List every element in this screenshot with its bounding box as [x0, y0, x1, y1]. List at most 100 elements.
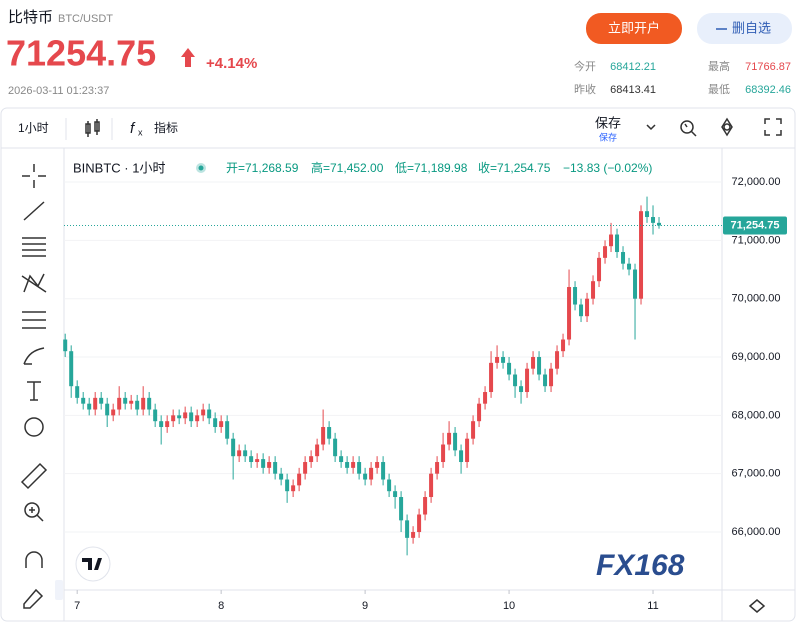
zoom-tool[interactable]	[24, 502, 40, 518]
candle-body	[99, 397, 104, 404]
crosshair-tool[interactable]	[22, 164, 46, 188]
candle-body	[549, 368, 554, 387]
remove-watch-button[interactable]	[697, 13, 792, 44]
lock-tool[interactable]	[23, 588, 44, 609]
stat-label: 昨收	[574, 82, 596, 96]
change: +4.14%	[206, 55, 257, 72]
candle-body	[261, 459, 266, 468]
candle-body	[453, 432, 458, 451]
open-account-label: 立即开户	[608, 20, 660, 35]
candle-body	[207, 409, 212, 419]
candle-body	[399, 497, 404, 521]
x-tick-label: 7	[74, 600, 80, 612]
save-dropdown[interactable]	[646, 124, 656, 131]
candle-body	[645, 211, 650, 218]
candle-body	[633, 269, 638, 299]
stat-label: 最低	[708, 83, 730, 96]
text-tool[interactable]	[27, 381, 41, 401]
candle-body	[537, 357, 542, 375]
candle-body	[177, 415, 182, 419]
y-tick-label: 71,000.00	[732, 234, 781, 246]
candle-body	[387, 479, 392, 492]
candle-body	[165, 421, 170, 428]
candle-body	[63, 339, 68, 352]
candle-body	[183, 412, 188, 419]
candle-body	[405, 520, 410, 538]
emoji-tool[interactable]	[24, 417, 44, 437]
candle-body	[225, 421, 230, 439]
x-tick-label: 8	[218, 600, 224, 612]
candle-body	[561, 339, 566, 352]
candle-body	[657, 222, 662, 226]
candle-body	[135, 400, 140, 410]
save-button[interactable]: 保存	[595, 115, 621, 130]
candle-body	[531, 357, 536, 369]
candle-body	[339, 456, 344, 463]
candle-body	[393, 491, 398, 498]
save-sub: 保存	[599, 131, 617, 142]
coin-name: 比特币	[8, 9, 53, 26]
fullscreen-icon[interactable]	[764, 118, 782, 136]
candle-body	[285, 479, 290, 492]
stat-label: 最高	[708, 59, 730, 73]
y-tick-label: 69,000.00	[732, 351, 781, 363]
quick-search-icon[interactable]	[680, 120, 697, 137]
interval-button[interactable]: 1小时	[18, 121, 49, 135]
indicators-button[interactable]: 指标	[154, 120, 178, 135]
candle-body	[369, 467, 374, 480]
candle-body	[357, 462, 362, 474]
candle-body	[567, 287, 572, 340]
candle-body	[639, 211, 644, 299]
x-tick-label: 11	[647, 600, 658, 612]
candle-body	[267, 462, 272, 468]
candle-body	[255, 459, 260, 463]
brush-tool[interactable]	[23, 347, 45, 365]
candle-body	[363, 473, 368, 480]
candle-body	[105, 403, 110, 416]
candle-body	[471, 421, 476, 439]
collapse-handle[interactable]	[55, 580, 63, 600]
pattern-tool[interactable]	[21, 273, 47, 293]
candle-body	[93, 397, 98, 410]
candle-body	[81, 397, 86, 404]
candle-body	[123, 397, 128, 404]
candle-body	[231, 438, 236, 457]
ruler-tool[interactable]	[20, 462, 48, 490]
drawing-tools	[20, 164, 48, 609]
trend-line-tool[interactable]	[23, 201, 45, 221]
candle-body	[153, 409, 158, 422]
fib-tool[interactable]	[22, 237, 46, 257]
prediction-tool[interactable]	[22, 311, 46, 329]
axis-settings[interactable]	[748, 599, 766, 613]
status-dot-core	[198, 165, 204, 171]
magnet-tool[interactable]	[25, 551, 43, 568]
candle-body	[603, 246, 608, 258]
open-account-button[interactable]	[586, 13, 682, 44]
candle-body	[159, 421, 164, 428]
legend-symbol: BINBTC · 1小时	[73, 160, 165, 175]
stat-label: 今开	[574, 59, 596, 73]
fx-icon[interactable]: f	[130, 120, 136, 137]
price: 71254.75	[6, 33, 156, 74]
up-arrow	[181, 48, 195, 67]
stat-value: 68412.21	[610, 61, 656, 73]
y-tick-label: 67,000.00	[732, 468, 781, 480]
candle-body	[375, 462, 380, 468]
candle-body	[69, 351, 74, 387]
candle-body	[345, 462, 350, 468]
candle-body	[615, 234, 620, 253]
candle-type-icon[interactable]	[85, 119, 100, 137]
candle-body	[75, 386, 80, 398]
candle-body	[297, 473, 302, 486]
candle-body	[417, 514, 422, 533]
candle-body	[117, 397, 122, 410]
candle-body	[429, 473, 434, 498]
settings-icon[interactable]	[721, 117, 733, 137]
candle-body	[237, 450, 242, 457]
candle-body	[555, 351, 560, 369]
candle-body	[501, 357, 506, 363]
candle-body	[543, 374, 548, 387]
legend-high: 高=71,452.00	[311, 160, 384, 175]
